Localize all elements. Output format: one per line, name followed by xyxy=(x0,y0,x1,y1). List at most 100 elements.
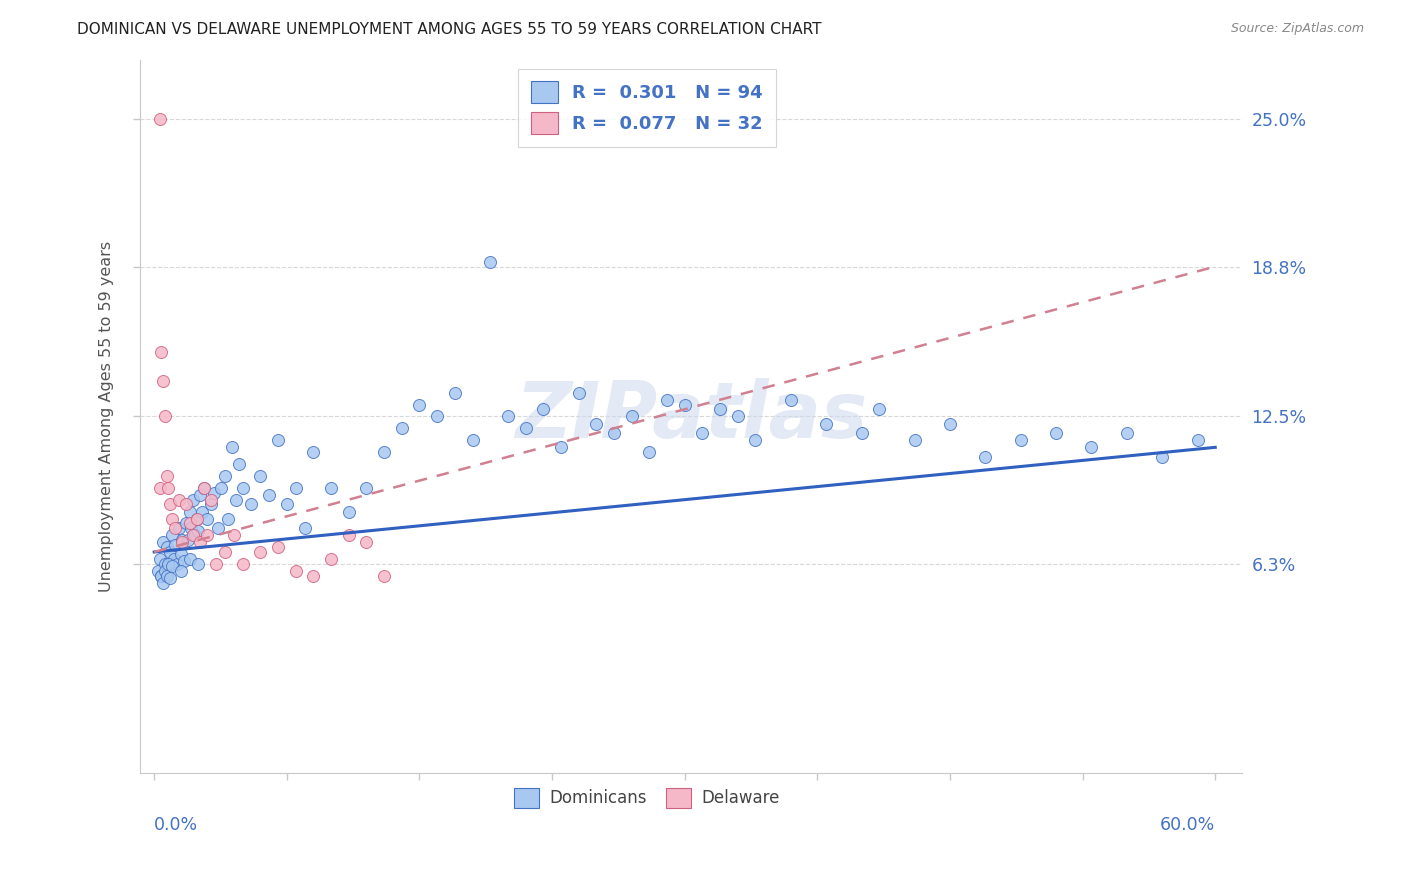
Point xyxy=(568,385,591,400)
Point xyxy=(1080,440,1102,454)
Point xyxy=(1045,425,1067,440)
Text: ZIPatlas: ZIPatlas xyxy=(515,378,868,454)
Point xyxy=(191,504,214,518)
Point xyxy=(179,552,201,566)
Point xyxy=(187,557,209,571)
Point xyxy=(373,568,395,582)
Point xyxy=(851,425,873,440)
Point xyxy=(177,533,200,547)
Point xyxy=(356,535,378,549)
Point xyxy=(240,497,263,511)
Point xyxy=(904,433,927,447)
Point xyxy=(209,481,232,495)
Point xyxy=(148,481,170,495)
Point xyxy=(188,535,211,549)
Point xyxy=(195,511,218,525)
Point xyxy=(157,557,180,571)
Point xyxy=(173,554,195,568)
Point xyxy=(232,481,254,495)
Point xyxy=(155,540,177,554)
Point xyxy=(727,409,749,424)
Point xyxy=(461,433,484,447)
Point xyxy=(302,568,325,582)
Point xyxy=(165,538,187,552)
Point xyxy=(172,535,194,549)
Point xyxy=(1010,433,1032,447)
Point xyxy=(673,397,696,411)
Point xyxy=(186,511,208,525)
Point xyxy=(479,254,502,268)
Point xyxy=(153,409,176,424)
Point xyxy=(1152,450,1174,464)
Point xyxy=(496,409,519,424)
Point xyxy=(167,521,190,535)
Y-axis label: Unemployment Among Ages 55 to 59 years: Unemployment Among Ages 55 to 59 years xyxy=(100,241,114,592)
Point xyxy=(585,417,607,431)
Point xyxy=(408,397,430,411)
Point xyxy=(157,559,180,574)
Point xyxy=(150,345,173,359)
Point xyxy=(172,533,194,547)
Point xyxy=(188,488,211,502)
Point xyxy=(744,433,766,447)
Point xyxy=(153,557,176,571)
Point xyxy=(974,450,997,464)
Point xyxy=(214,468,236,483)
Point xyxy=(146,564,169,578)
Point xyxy=(391,421,413,435)
Point xyxy=(443,385,465,400)
Text: 0.0%: 0.0% xyxy=(155,816,198,834)
Point xyxy=(302,445,325,459)
Point xyxy=(159,571,181,585)
Point xyxy=(174,516,197,531)
Point xyxy=(160,528,183,542)
Point xyxy=(709,402,731,417)
Point xyxy=(276,497,298,511)
Point xyxy=(284,481,307,495)
Point xyxy=(181,528,204,542)
Point xyxy=(179,504,201,518)
Point xyxy=(150,568,173,582)
Point xyxy=(153,564,176,578)
Point xyxy=(228,457,250,471)
Point xyxy=(337,528,360,542)
Point xyxy=(356,481,378,495)
Point xyxy=(868,402,890,417)
Point xyxy=(193,481,215,495)
Text: DOMINICAN VS DELAWARE UNEMPLOYMENT AMONG AGES 55 TO 59 YEARS CORRELATION CHART: DOMINICAN VS DELAWARE UNEMPLOYMENT AMONG… xyxy=(77,22,823,37)
Point xyxy=(257,488,280,502)
Point xyxy=(426,409,449,424)
Point xyxy=(232,557,254,571)
Point xyxy=(148,552,170,566)
Point xyxy=(603,425,626,440)
Point xyxy=(550,440,572,454)
Point xyxy=(638,445,661,459)
Point xyxy=(531,402,554,417)
Point xyxy=(160,511,183,525)
Point xyxy=(620,409,643,424)
Point xyxy=(165,521,187,535)
Point xyxy=(319,481,342,495)
Point xyxy=(187,524,209,538)
Point xyxy=(152,575,174,590)
Point xyxy=(1187,433,1209,447)
Point xyxy=(170,547,193,561)
Point xyxy=(1115,425,1137,440)
Point xyxy=(319,552,342,566)
Point xyxy=(167,492,190,507)
Point xyxy=(221,440,243,454)
Point xyxy=(815,417,838,431)
Point xyxy=(214,545,236,559)
Point xyxy=(200,492,222,507)
Point xyxy=(166,557,188,571)
Point xyxy=(218,511,240,525)
Point xyxy=(225,492,247,507)
Point xyxy=(222,528,245,542)
Point xyxy=(939,417,962,431)
Legend: Dominicans, Delaware: Dominicans, Delaware xyxy=(508,781,786,814)
Point xyxy=(205,557,228,571)
Point xyxy=(160,559,183,574)
Point xyxy=(148,112,170,126)
Point xyxy=(193,481,215,495)
Point xyxy=(267,540,290,554)
